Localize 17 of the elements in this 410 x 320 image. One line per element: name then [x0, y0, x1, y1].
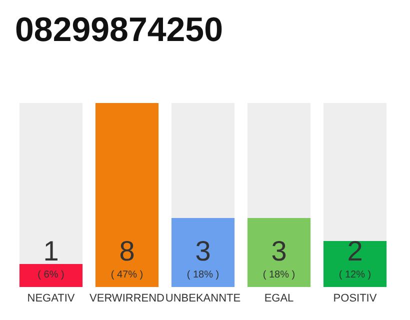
x-tick-label: VERWIRREND	[90, 292, 165, 304]
data-label: 2	[347, 236, 363, 266]
annotation: ( 6% )	[38, 270, 64, 280]
annotation: ( 12% )	[338, 270, 372, 280]
annotation: ( 18% )	[186, 270, 220, 280]
x-tick-label: POSITIV	[333, 292, 378, 304]
data-label: 1	[43, 236, 59, 266]
chart-title: 08299874250	[15, 11, 224, 49]
data-label: 3	[271, 236, 287, 266]
annotation: ( 47% )	[110, 270, 144, 280]
data-label: 3	[195, 236, 211, 266]
x-tick-label: EGAL	[264, 292, 294, 304]
x-tick-label: NEGATIV	[27, 292, 76, 304]
annotation: ( 18% )	[262, 270, 296, 280]
bar	[19, 264, 83, 287]
data-label: 8	[119, 236, 135, 266]
x-tick-label: UNBEKANNTE	[165, 292, 241, 304]
